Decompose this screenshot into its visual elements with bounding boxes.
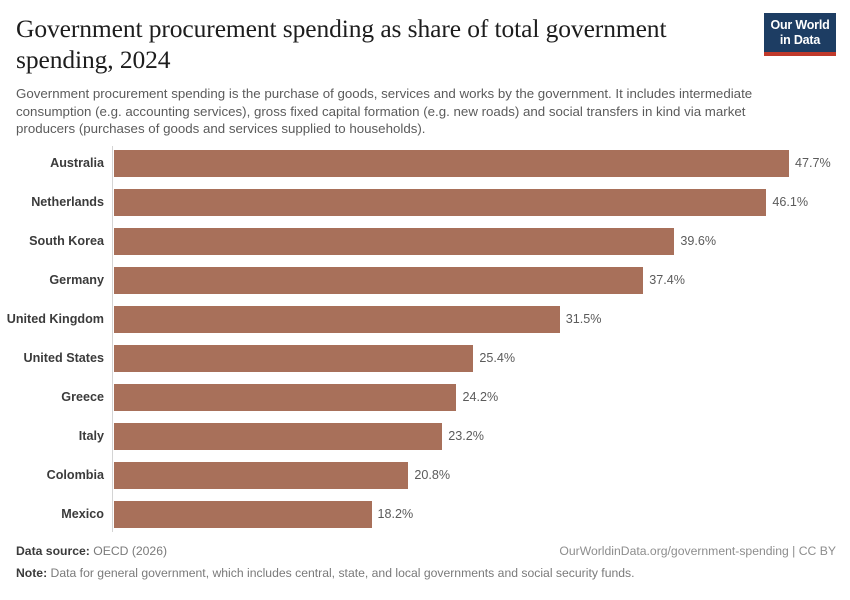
footer-note-row: Note: Data for general government, which… (16, 563, 836, 585)
bar-row[interactable]: Greece 24.2% (0, 384, 850, 411)
bar[interactable] (114, 345, 474, 372)
bar-row[interactable]: Australia 47.7% (0, 150, 850, 177)
bar-value-label: 18.2% (377, 507, 414, 521)
bar-value-label: 25.4% (479, 351, 516, 365)
bar[interactable] (114, 384, 457, 411)
bar-category-label: Colombia (46, 468, 104, 482)
bar-row[interactable]: United Kingdom 31.5% (0, 306, 850, 333)
bar-category-label: Netherlands (31, 195, 104, 209)
bar-category-label: United States (23, 351, 104, 365)
bar-row[interactable]: Mexico 18.2% (0, 501, 850, 528)
chart-footer: Data source: OECD (2026) OurWorldinData.… (16, 544, 836, 585)
bar[interactable] (114, 267, 644, 294)
bar-category-label: United Kingdom (6, 312, 104, 326)
y-axis-line (112, 146, 113, 532)
bar-value-label: 46.1% (772, 195, 809, 209)
owid-logo-line1: Our World (770, 18, 830, 32)
bar-category-label: Australia (50, 156, 104, 170)
bar-category-label: Greece (61, 390, 104, 404)
bar-row[interactable]: Netherlands 46.1% (0, 189, 850, 216)
data-source-value: OECD (2026) (93, 544, 168, 558)
bar[interactable] (114, 306, 560, 333)
bar-value-label: 47.7% (795, 156, 831, 170)
bar-value-label: 31.5% (565, 312, 602, 326)
bar-category-label: Mexico (61, 507, 104, 521)
bar[interactable] (114, 462, 409, 489)
bar-category-label: Italy (78, 429, 104, 443)
note-value: Data for general government, which inclu… (50, 566, 635, 580)
bar[interactable] (114, 501, 372, 528)
attribution-link[interactable]: OurWorldinData.org/government-spending |… (559, 544, 836, 558)
bar-value-label: 37.4% (649, 273, 685, 287)
bar-value-label: 39.6% (680, 234, 717, 248)
chart-subtitle: Government procurement spending is the p… (16, 86, 753, 136)
note-label: Note: (16, 566, 48, 580)
plot-area: Australia 47.7% Netherlands 46.1% South Kore… (0, 146, 850, 532)
bar-value-label: 23.2% (448, 429, 485, 443)
bar-category-label: South Korea (29, 234, 104, 248)
bar[interactable] (114, 423, 443, 450)
bar-row[interactable]: Germany 37.4% (0, 267, 850, 294)
bar[interactable] (114, 228, 675, 255)
bar-category-label: Germany (49, 273, 104, 287)
data-source: Data source: OECD (2026) (16, 544, 167, 558)
owid-logo-line2: in Data (779, 32, 821, 47)
chart-header: Government procurement spending as share… (16, 10, 834, 138)
bar-value-label: 24.2% (462, 390, 499, 404)
owid-logo-text: Our World in Data (764, 13, 836, 52)
owid-logo[interactable]: Our World in Data (764, 13, 836, 56)
bar-row[interactable]: United States 25.4% (0, 345, 850, 372)
bar[interactable] (114, 150, 789, 177)
bar[interactable] (114, 189, 767, 216)
bar-row[interactable]: Colombia 20.8% (0, 462, 850, 489)
data-source-label: Data source: (16, 544, 90, 558)
bar-row[interactable]: Italy 23.2% (0, 423, 850, 450)
bar-value-label: 20.8% (414, 468, 451, 482)
page-title: Government procurement spending as share… (16, 14, 667, 74)
bar-row[interactable]: South Korea 39.6% (0, 228, 850, 255)
owid-logo-underline (764, 52, 836, 56)
footer-source-row: Data source: OECD (2026) OurWorldinData.… (16, 544, 836, 563)
